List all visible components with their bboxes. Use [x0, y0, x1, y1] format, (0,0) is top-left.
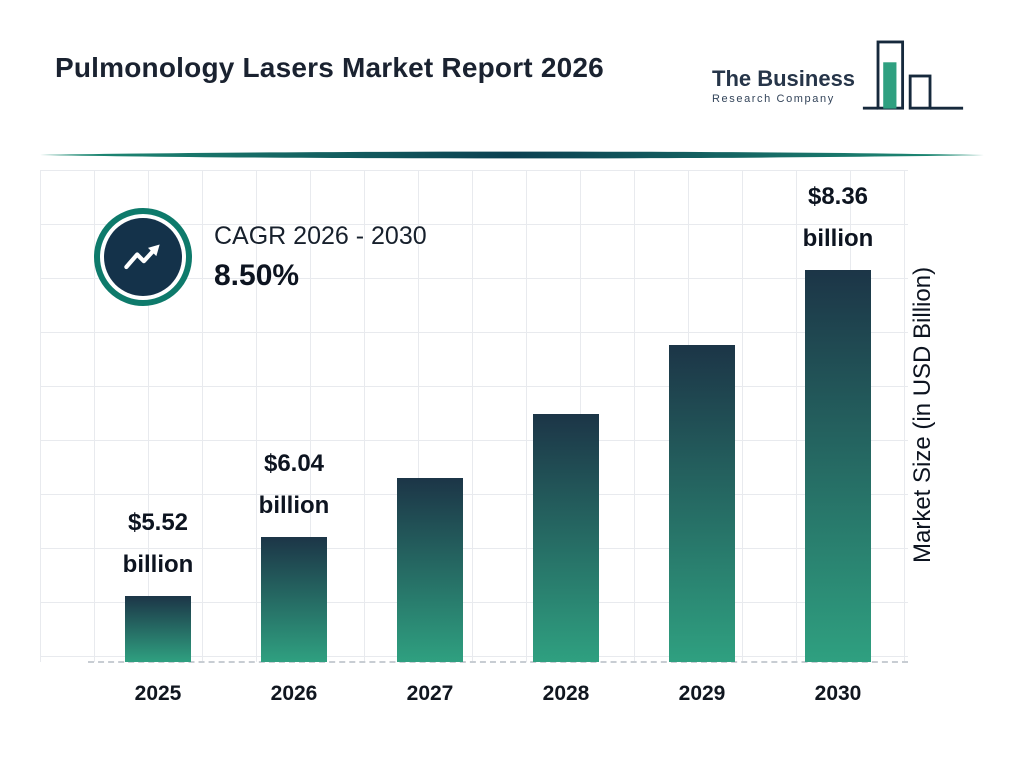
- cagr-label: CAGR 2026 - 2030: [214, 221, 427, 250]
- cagr-block: CAGR 2026 - 2030 8.50%: [94, 208, 427, 306]
- growth-icon-ring: [94, 208, 192, 306]
- bar-column-2025: $5.52 billion: [90, 170, 226, 662]
- x-axis-label-2026: 2026: [270, 682, 318, 705]
- logo-subtitle: Research Company: [712, 92, 835, 105]
- bar-column-2027: [362, 170, 498, 662]
- x-axis-label-2030: 2030: [814, 682, 862, 705]
- bar-column-2028: [498, 170, 634, 662]
- x-axis-label-2025: 2025: [134, 682, 182, 705]
- bar-column-2029: [634, 170, 770, 662]
- bar-chart: $5.52 billion $6.04 billion $8.36 billion: [90, 170, 906, 662]
- logo-name: The Business: [712, 65, 856, 91]
- x-axis-labels: 2025 2026 2027 2028 2029 2030: [90, 682, 906, 706]
- logo-bar-chart-icon: [862, 40, 964, 110]
- bar-value-label-2026: $6.04 billion: [258, 449, 330, 520]
- bar-2028: [533, 414, 599, 662]
- bar-value-label-2030: $8.36 billion: [802, 182, 874, 253]
- x-axis-label-2029: 2029: [678, 682, 726, 705]
- bar-value-label-2025: $5.52 billion: [122, 508, 194, 579]
- bar-2026: [261, 537, 327, 662]
- x-axis-label-2027: 2027: [406, 682, 454, 705]
- cagr-value: 8.50%: [214, 258, 300, 292]
- logo-text: The Business Research Company: [712, 66, 855, 105]
- page-title: Pulmonology Lasers Market Report 2026: [55, 52, 604, 83]
- bar-2029: [669, 345, 735, 662]
- y-axis-title: Market Size (in USD Billion): [909, 266, 936, 564]
- bar-2030: [805, 270, 871, 662]
- growth-arrow-icon: [104, 218, 182, 296]
- logo: The Business Research Company: [712, 36, 965, 116]
- bar-2025: [125, 596, 191, 662]
- bar-column-2030: $8.36 billion: [770, 170, 906, 662]
- chart-baseline: [88, 661, 908, 663]
- cagr-text: CAGR 2026 - 2030 8.50%: [214, 222, 427, 293]
- bar-2027: [397, 478, 463, 662]
- divider-line: [40, 151, 984, 159]
- bar-column-2026: $6.04 billion: [226, 170, 362, 662]
- x-axis-label-2028: 2028: [542, 682, 590, 705]
